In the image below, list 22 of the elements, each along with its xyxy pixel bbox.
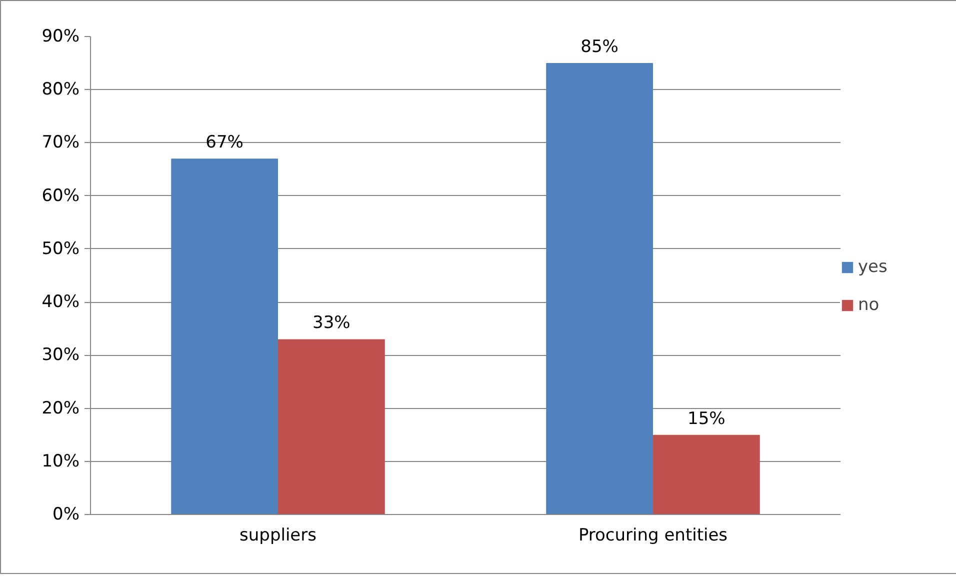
data-label: 85% (580, 37, 618, 58)
y-tick-label: 10% (42, 451, 80, 472)
y-tick-label: 0% (52, 504, 80, 524)
y-tick-label: 60% (42, 186, 80, 206)
y-tick-label: 40% (42, 292, 80, 312)
data-label: 15% (688, 408, 726, 429)
y-tick-label: 80% (42, 80, 80, 100)
x-tick-label: Procuring entities (578, 526, 728, 546)
bar (653, 434, 760, 514)
y-tick-label: 90% (42, 26, 80, 46)
y-tick-label: 50% (42, 238, 80, 259)
bar (278, 339, 385, 514)
y-tick-label: 70% (42, 132, 80, 153)
x-tick-label: suppliers (240, 526, 317, 546)
legend-label: no (858, 295, 880, 315)
data-label: 33% (312, 313, 350, 334)
y-tick-label: 20% (42, 398, 80, 418)
bar (171, 158, 278, 514)
data-label: 67% (206, 132, 244, 153)
bar (546, 63, 653, 514)
legend-label: yes (858, 257, 888, 277)
y-tick-label: 30% (42, 345, 80, 366)
